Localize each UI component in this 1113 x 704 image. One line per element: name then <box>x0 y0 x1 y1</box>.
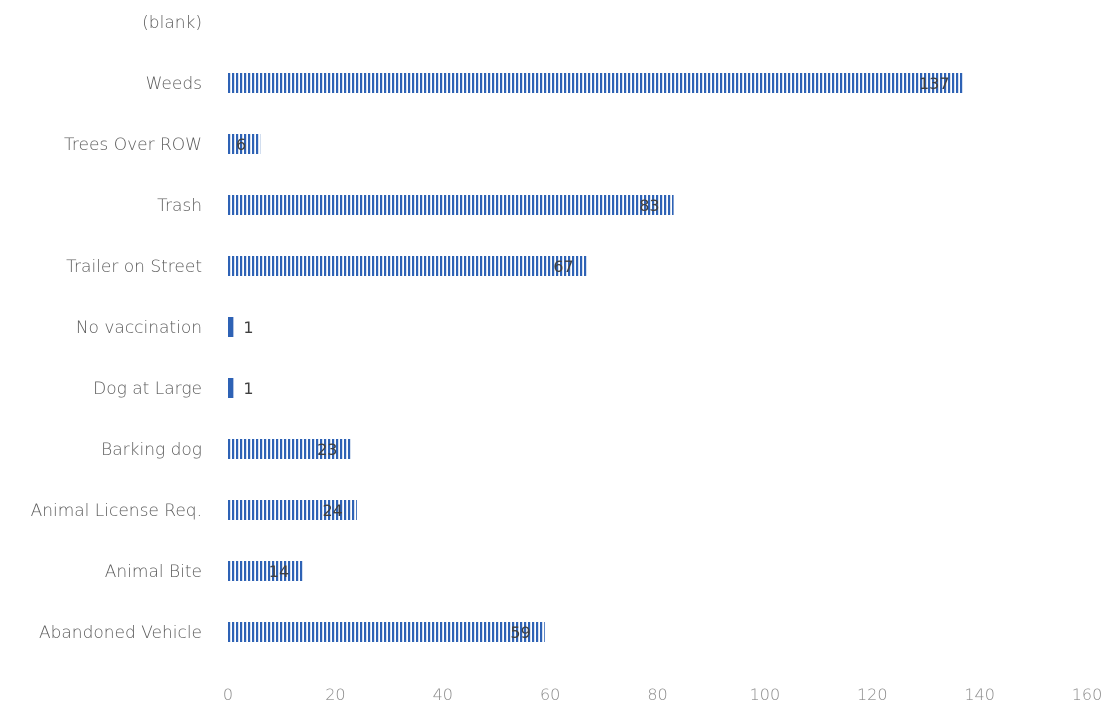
x-tick-label-40: 40 <box>433 685 453 704</box>
data-label-no-vaccination: 1 <box>243 318 253 337</box>
category-label-no-vaccination: No vaccination <box>76 318 202 338</box>
bar-dog-at-large <box>228 378 234 398</box>
x-tick-label-0: 0 <box>223 685 233 704</box>
data-label-abandoned-vehicle: 59 <box>510 623 530 642</box>
bar-trash <box>228 195 674 215</box>
x-tick-label-60: 60 <box>540 685 560 704</box>
x-tick-label-140: 140 <box>964 685 995 704</box>
category-label-animal-bite: Animal Bite <box>105 562 202 582</box>
bar-trailer-on-street <box>228 256 588 276</box>
category-label-trash: Trash <box>157 196 202 216</box>
data-label-animal-bite: 14 <box>269 562 289 581</box>
x-tick-label-120: 120 <box>857 685 888 704</box>
x-tick-label-20: 20 <box>325 685 345 704</box>
bar-weeds <box>228 73 964 93</box>
data-label-dog-at-large: 1 <box>243 379 253 398</box>
category-label-trailer-on-street: Trailer on Street <box>66 257 202 277</box>
category-label-blank: (blank) <box>142 13 202 33</box>
category-label-animal-license-req: Animal License Req. <box>31 501 202 521</box>
bar-no-vaccination <box>228 317 234 337</box>
bar-abandoned-vehicle <box>228 622 545 642</box>
bar-barking-dog <box>228 439 352 459</box>
bars-layer <box>228 73 964 642</box>
x-tick-label-160: 160 <box>1072 685 1103 704</box>
data-label-weeds: 137 <box>919 74 950 93</box>
data-label-barking-dog: 23 <box>317 440 337 459</box>
category-label-abandoned-vehicle: Abandoned Vehicle <box>39 623 202 643</box>
bar-animal-bite <box>228 561 304 581</box>
category-label-dog-at-large: Dog at Large <box>93 379 202 399</box>
bar-trees-over-row <box>228 134 261 154</box>
data-label-trash: 83 <box>639 196 659 215</box>
data-label-trees-over-row: 6 <box>236 135 246 154</box>
category-label-barking-dog: Barking dog <box>101 440 202 460</box>
category-label-weeds: Weeds <box>146 74 202 94</box>
x-axis-tick-labels: 0 20 40 60 80 100 120 140 160 <box>223 685 1102 704</box>
x-tick-label-100: 100 <box>750 685 781 704</box>
bar-animal-license-req <box>228 500 357 520</box>
category-labels: (blank) Weeds Trees Over ROW Trash Trailer o… <box>31 13 202 643</box>
x-tick-label-80: 80 <box>647 685 667 704</box>
data-label-animal-license-req: 24 <box>322 501 342 520</box>
category-label-trees-over-row: Trees Over ROW <box>64 135 202 155</box>
data-labels: 137 6 83 67 1 1 23 24 14 59 <box>236 74 949 642</box>
data-label-trailer-on-street: 67 <box>553 257 573 276</box>
